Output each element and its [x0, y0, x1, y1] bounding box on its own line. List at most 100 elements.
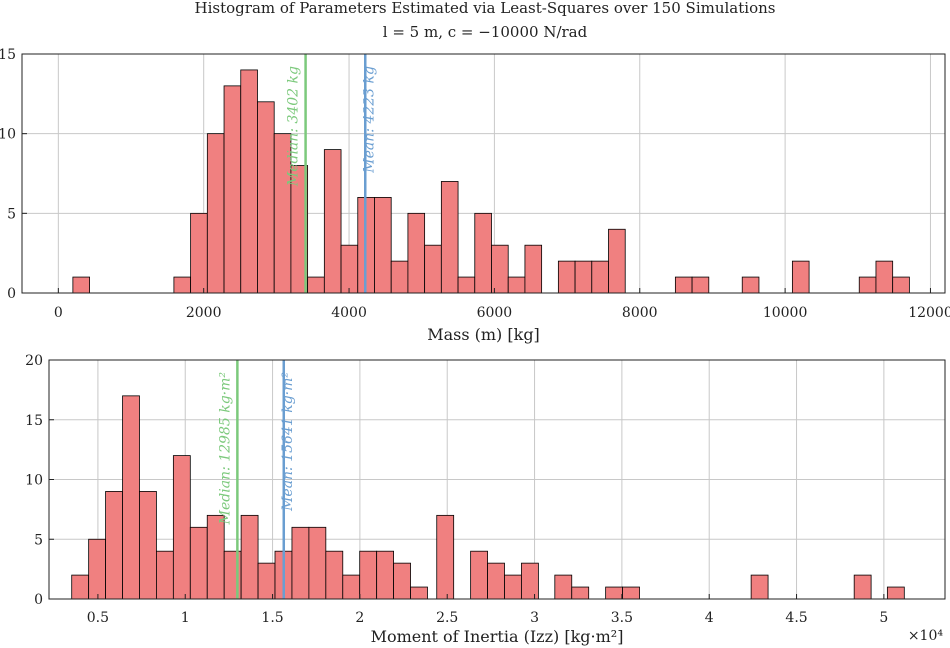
x-tick-label: 4000 [331, 305, 367, 321]
histogram-bar [190, 212, 208, 294]
histogram-bar [858, 276, 877, 294]
x-tick-label: 8000 [622, 305, 658, 321]
y-tick-label: 15 [25, 413, 43, 429]
histogram-bar [307, 276, 325, 294]
histogram-bar [507, 276, 526, 294]
histogram-bar [791, 260, 810, 294]
histogram-bar [376, 550, 395, 600]
mean-label: Mean: 4223 kg [361, 66, 377, 174]
x-axis-multiplier: ×10⁴ [908, 628, 944, 644]
histogram-bar [374, 196, 392, 294]
histogram-bar [608, 228, 626, 294]
x-tick-label: 2000 [186, 305, 222, 321]
x-tick-label: 4 [705, 610, 714, 626]
mean-label: Mean: 15641 kg·m² [280, 372, 296, 512]
histogram-bar [424, 244, 442, 294]
histogram-bar [206, 514, 225, 600]
y-tick-label: 15 [0, 47, 16, 63]
x-axis-label: Mass (m) [kg] [427, 325, 540, 344]
histogram-bar [691, 276, 710, 294]
x-tick-label: 3.5 [611, 610, 633, 626]
median-label: Median: 12985 kg·m² [217, 372, 233, 526]
histogram-bar [325, 550, 344, 600]
histogram-bar [72, 276, 90, 294]
histogram-bar [189, 526, 208, 600]
y-tick-label: 0 [7, 286, 16, 302]
histogram-bar [407, 212, 426, 294]
histogram-bar [674, 276, 693, 294]
histogram-bar [393, 562, 411, 600]
histogram-bar [173, 276, 192, 294]
y-tick-label: 5 [34, 532, 43, 548]
histogram-bar [457, 276, 476, 294]
mass-histogram-panel: Median: 3402 kg Mean: 4223 kg 0 2000 4000 600… [0, 47, 950, 344]
y-tick-label: 10 [0, 127, 16, 143]
histogram-bar [71, 574, 90, 600]
y-tick-label: 0 [34, 592, 43, 608]
histogram-bar [410, 586, 428, 600]
histogram-bar [359, 550, 378, 600]
histogram-bar [390, 260, 409, 294]
histogram-bar [491, 244, 509, 294]
histogram-bar [139, 491, 157, 600]
y-tick-label: 20 [25, 353, 43, 369]
x-tick-label: 4.5 [785, 610, 807, 626]
histogram-bar [470, 550, 488, 600]
x-tick-label: 5 [879, 610, 888, 626]
histogram-bar [571, 586, 590, 600]
histogram-bar [622, 586, 640, 600]
y-tick-label: 5 [7, 206, 16, 222]
histogram-bar [240, 514, 259, 600]
histogram-bar [323, 149, 342, 294]
histogram-bar [240, 69, 258, 294]
histogram-bar [574, 260, 593, 294]
x-tick-label: 10000 [763, 305, 808, 321]
x-tick-label: 6000 [477, 305, 513, 321]
inertia-histogram-panel: Median: 12985 kg·m² Mean: 15641 kg·m² 0.5 1… [25, 353, 946, 646]
histogram-bar [257, 101, 275, 294]
histogram-bar [257, 562, 276, 600]
histogram-bar [875, 260, 894, 294]
histogram-bar [440, 181, 459, 294]
histogram-bar [605, 586, 623, 600]
histogram-bar [557, 260, 576, 294]
histogram-bar [105, 491, 123, 600]
x-tick-label: 1 [181, 610, 190, 626]
histogram-bar [340, 244, 359, 294]
histogram-bar [591, 260, 609, 294]
histogram-bar [750, 574, 769, 600]
histogram-bar [521, 562, 539, 600]
histogram-bar [122, 395, 140, 600]
x-tick-label: 2.5 [436, 610, 458, 626]
x-tick-label: 3 [530, 610, 539, 626]
histogram-bar [853, 574, 872, 600]
figure-subtitle: l = 5 m, c = −10000 N/rad [383, 23, 588, 41]
histogram-bar [741, 276, 760, 294]
histogram-bar [474, 212, 492, 294]
histogram-bar [308, 526, 327, 600]
x-axis-label: Moment of Inertia (Izz) [kg·m²] [371, 627, 624, 646]
histogram-bar [223, 85, 242, 294]
histogram-bar [172, 455, 191, 600]
histogram-bar [487, 562, 505, 600]
histogram-bar [886, 586, 905, 600]
histogram-bar [206, 133, 225, 294]
histogram-bar [892, 276, 910, 294]
histogram-bar [436, 514, 455, 600]
histogram-bar [291, 526, 310, 600]
figure-title: Histogram of Parameters Estimated via Le… [195, 0, 776, 17]
histogram-bar [504, 574, 522, 600]
x-tick-label: 0 [54, 305, 63, 321]
axes-box [21, 53, 946, 294]
median-label: Median: 3402 kg [286, 66, 302, 187]
y-tick-label: 10 [25, 473, 43, 489]
x-tick-label: 1.5 [261, 610, 283, 626]
histogram-bar [156, 550, 174, 600]
x-tick-label: 2 [355, 610, 364, 626]
x-tick-label: 0.5 [87, 610, 109, 626]
histogram-bar [88, 538, 106, 600]
histogram-bar [342, 574, 361, 600]
histogram-bar [554, 574, 573, 600]
x-tick-label: 12000 [908, 305, 950, 321]
